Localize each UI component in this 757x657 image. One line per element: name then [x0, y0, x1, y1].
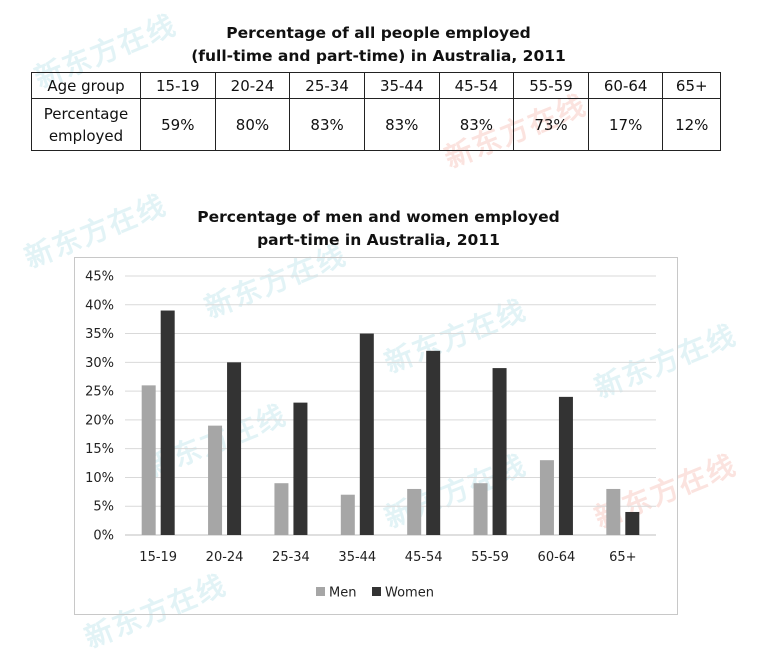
y-tick-label: 35%: [85, 327, 114, 342]
chart-title: Percentage of men and women employed par…: [0, 206, 757, 252]
y-tick-label: 25%: [85, 385, 114, 400]
x-tick-label: 60-64: [538, 550, 576, 565]
y-tick-label: 0%: [93, 529, 114, 544]
table-cell-age: 20-24: [214, 72, 291, 99]
legend-swatch: [372, 587, 381, 596]
table-cell-value: 83%: [289, 98, 365, 151]
table-cell-value: 80%: [214, 98, 291, 151]
table-cell-age: 55-59: [513, 72, 589, 99]
y-tick-label: 15%: [85, 442, 114, 457]
legend-swatch: [316, 587, 325, 596]
bar-men: [274, 483, 289, 535]
employment-table: Age group 15-19 20-24 25-34 35-44 45-54 …: [31, 72, 721, 151]
chart-title-line1: Percentage of men and women employed: [197, 208, 560, 226]
bar-women: [558, 396, 573, 535]
table-title: Percentage of all people employed (full-…: [0, 22, 757, 68]
bar-women: [293, 402, 308, 535]
bar-men: [407, 488, 422, 535]
x-tick-label: 45-54: [405, 550, 443, 565]
row-label-percentage: Percentage employed: [31, 98, 141, 151]
bar-women: [160, 310, 175, 535]
x-tick-label: 20-24: [206, 550, 244, 565]
legend-label: Men: [329, 586, 356, 601]
legend-label: Women: [385, 586, 434, 601]
y-tick-label: 45%: [85, 270, 114, 285]
table-cell-age: 45-54: [438, 72, 515, 99]
bar-men: [539, 460, 554, 535]
y-tick-label: 10%: [85, 471, 114, 486]
bar-chart: 0% 5% 10% 15% 20% 25% 30% 35% 40% 45% 15-19 20-24 25…: [85, 270, 656, 601]
bar-women: [625, 511, 640, 535]
y-tick-label: 30%: [85, 356, 114, 371]
bar-men: [340, 494, 355, 535]
table-title-line2: (full-time and part-time) in Australia, …: [191, 47, 566, 65]
row-label-line2: employed: [48, 126, 124, 145]
table-cell-age: 35-44: [363, 72, 440, 99]
y-tick-label: 40%: [85, 298, 114, 313]
bar-men: [473, 483, 488, 535]
row-label-age-group: Age group: [31, 72, 141, 99]
x-tick-label: 25-34: [272, 550, 310, 565]
table-row-percentage: Percentage employed 59% 80% 83% 83% 83% …: [31, 98, 721, 151]
y-tick-label: 5%: [93, 500, 114, 515]
bar-men: [606, 488, 621, 535]
row-label-line1: Percentage: [43, 104, 129, 123]
x-tick-label: 55-59: [471, 550, 509, 565]
table-cell-value: 83%: [438, 98, 515, 151]
table-cell-value: 12%: [662, 98, 721, 151]
bar-women: [492, 368, 507, 535]
table-cell-value: 59%: [140, 98, 216, 151]
y-tick-label: 20%: [85, 413, 114, 428]
chart-title-line2: part-time in Australia, 2011: [257, 231, 500, 249]
table-cell-value: 17%: [587, 98, 664, 151]
table-cell-age: 60-64: [587, 72, 664, 99]
bar-women: [359, 333, 374, 535]
bar-men: [208, 425, 223, 535]
table-cell-value: 73%: [513, 98, 589, 151]
bar-women: [227, 362, 242, 535]
chart-frame: [74, 257, 678, 615]
x-tick-label: 35-44: [338, 550, 376, 565]
bar-men: [141, 385, 156, 535]
x-tick-label: 65+: [609, 550, 636, 565]
x-tick-label: 15-19: [139, 550, 177, 565]
bar-women: [426, 350, 441, 535]
table-row-age-group: Age group 15-19 20-24 25-34 35-44 45-54 …: [31, 72, 721, 99]
table-title-line1: Percentage of all people employed: [226, 24, 531, 42]
